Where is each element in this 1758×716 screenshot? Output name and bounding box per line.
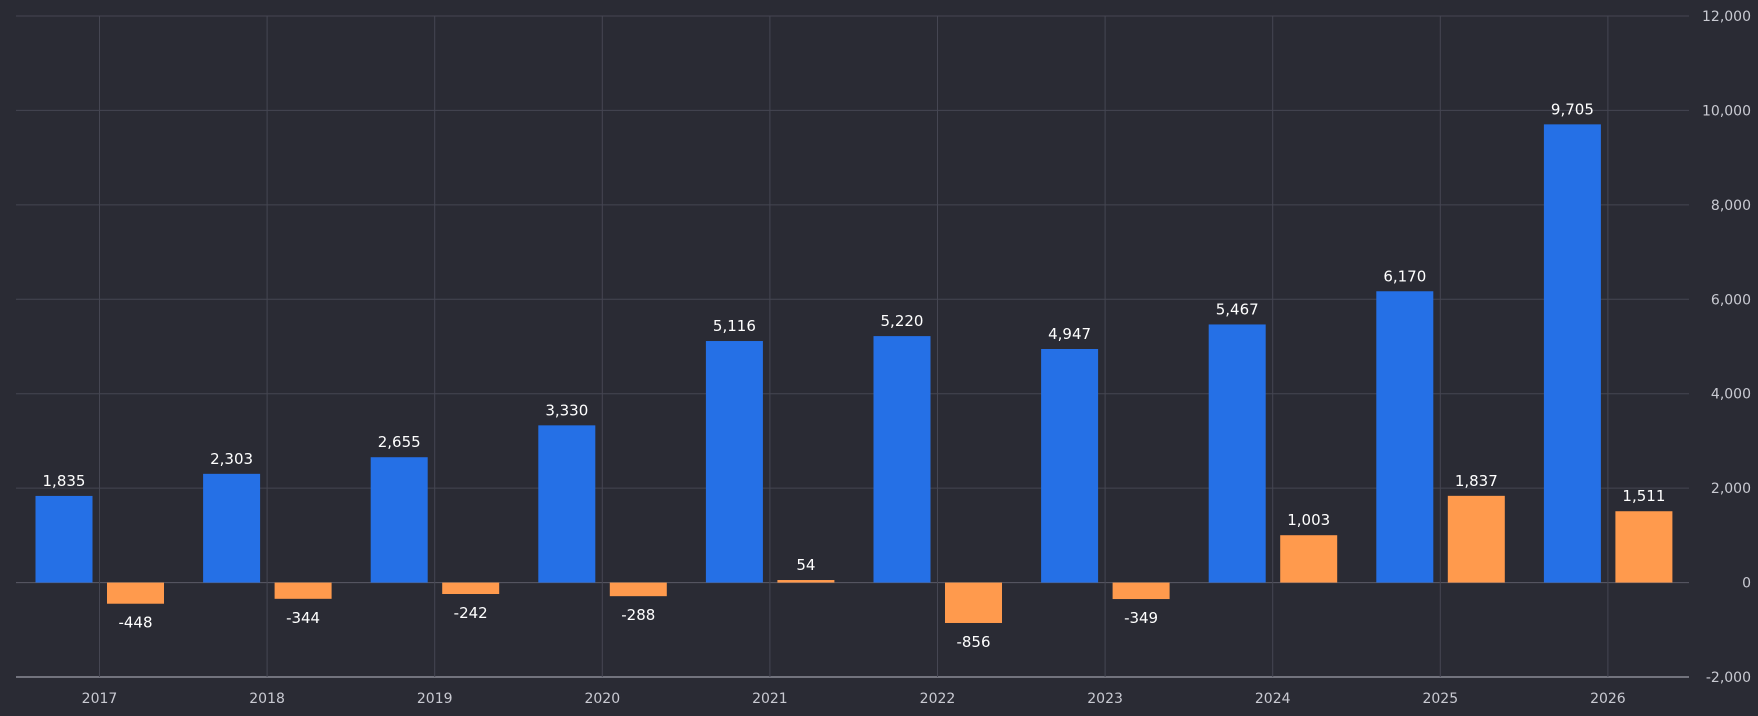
data-label: 6,170: [1383, 267, 1426, 285]
data-label: -344: [286, 609, 320, 627]
data-label: -288: [621, 606, 655, 624]
bars: [35, 124, 1673, 623]
data-label: 9,705: [1551, 100, 1594, 118]
x-tick-label: 2020: [584, 691, 620, 707]
bar-series-2[interactable]: [1447, 495, 1505, 583]
bar-series-2[interactable]: [442, 582, 500, 594]
x-tick-label: 2023: [1087, 691, 1123, 707]
bar-series-2[interactable]: [945, 582, 1002, 623]
x-tick-label: 2018: [249, 691, 285, 707]
bar-series-1[interactable]: [370, 457, 428, 583]
x-tick-label: 2017: [82, 691, 118, 707]
data-labels: 1,835 2,303 2,655 3,330 5,116 5,220 4,947 5,467…: [43, 100, 1666, 651]
bar-series-2[interactable]: [107, 582, 164, 604]
data-label: 1,837: [1455, 472, 1498, 490]
data-label: -856: [956, 633, 990, 651]
data-label: 2,655: [378, 433, 421, 451]
y-tick-label: 10,000: [1702, 103, 1751, 119]
data-label: 1,835: [43, 472, 86, 490]
bar-series-1[interactable]: [1041, 349, 1099, 583]
data-label: -349: [1124, 609, 1158, 627]
bar-series-2[interactable]: [1615, 511, 1673, 583]
bar-series-1[interactable]: [203, 473, 261, 583]
data-label: 5,116: [713, 317, 756, 335]
y-tick-label: -2,000: [1706, 670, 1751, 686]
data-label: 5,467: [1216, 300, 1259, 318]
data-label: 5,220: [881, 312, 924, 330]
bar-series-1[interactable]: [538, 425, 596, 583]
bar-series-2[interactable]: [1280, 535, 1338, 583]
bar-series-1[interactable]: [705, 341, 763, 583]
x-tick-label: 2025: [1422, 691, 1458, 707]
data-label: 1,003: [1287, 511, 1330, 529]
y-tick-label: 2,000: [1711, 481, 1751, 497]
bar-series-2[interactable]: [1112, 582, 1170, 600]
data-label: 3,330: [545, 401, 588, 419]
data-label: 54: [796, 556, 815, 574]
x-tick-label: 2026: [1590, 691, 1626, 707]
bar-series-1[interactable]: [35, 495, 93, 583]
data-label: -242: [454, 604, 488, 622]
y-axis: -2,000 0 2,000 4,000 6,000 8,000 10,000 12,000: [1702, 9, 1751, 686]
data-label: -448: [118, 614, 152, 632]
bar-series-2[interactable]: [777, 580, 835, 583]
data-label: 2,303: [210, 450, 253, 468]
bar-series-1[interactable]: [873, 336, 931, 583]
grid-lines: [16, 15, 1689, 678]
x-tick-label: 2021: [752, 691, 788, 707]
bar-series-2[interactable]: [609, 582, 667, 597]
y-tick-label: 0: [1742, 576, 1751, 592]
x-tick-label: 2022: [920, 691, 956, 707]
x-tick-label: 2024: [1255, 691, 1291, 707]
bar-series-1[interactable]: [1543, 124, 1601, 583]
x-tick-label: 2019: [417, 691, 453, 707]
bar-series-2[interactable]: [274, 582, 332, 599]
y-tick-label: 6,000: [1711, 292, 1751, 308]
bar-series-1[interactable]: [1376, 291, 1434, 583]
data-label: 1,511: [1622, 487, 1665, 505]
y-tick-label: 4,000: [1711, 387, 1751, 403]
data-label: 4,947: [1048, 325, 1091, 343]
x-axis: 2017 2018 2019 2020 2021 2022 2023 2024 2025 2026: [82, 691, 1626, 707]
y-tick-label: 8,000: [1711, 198, 1751, 214]
bar-series-1[interactable]: [1208, 324, 1266, 583]
y-tick-label: 12,000: [1702, 9, 1751, 25]
